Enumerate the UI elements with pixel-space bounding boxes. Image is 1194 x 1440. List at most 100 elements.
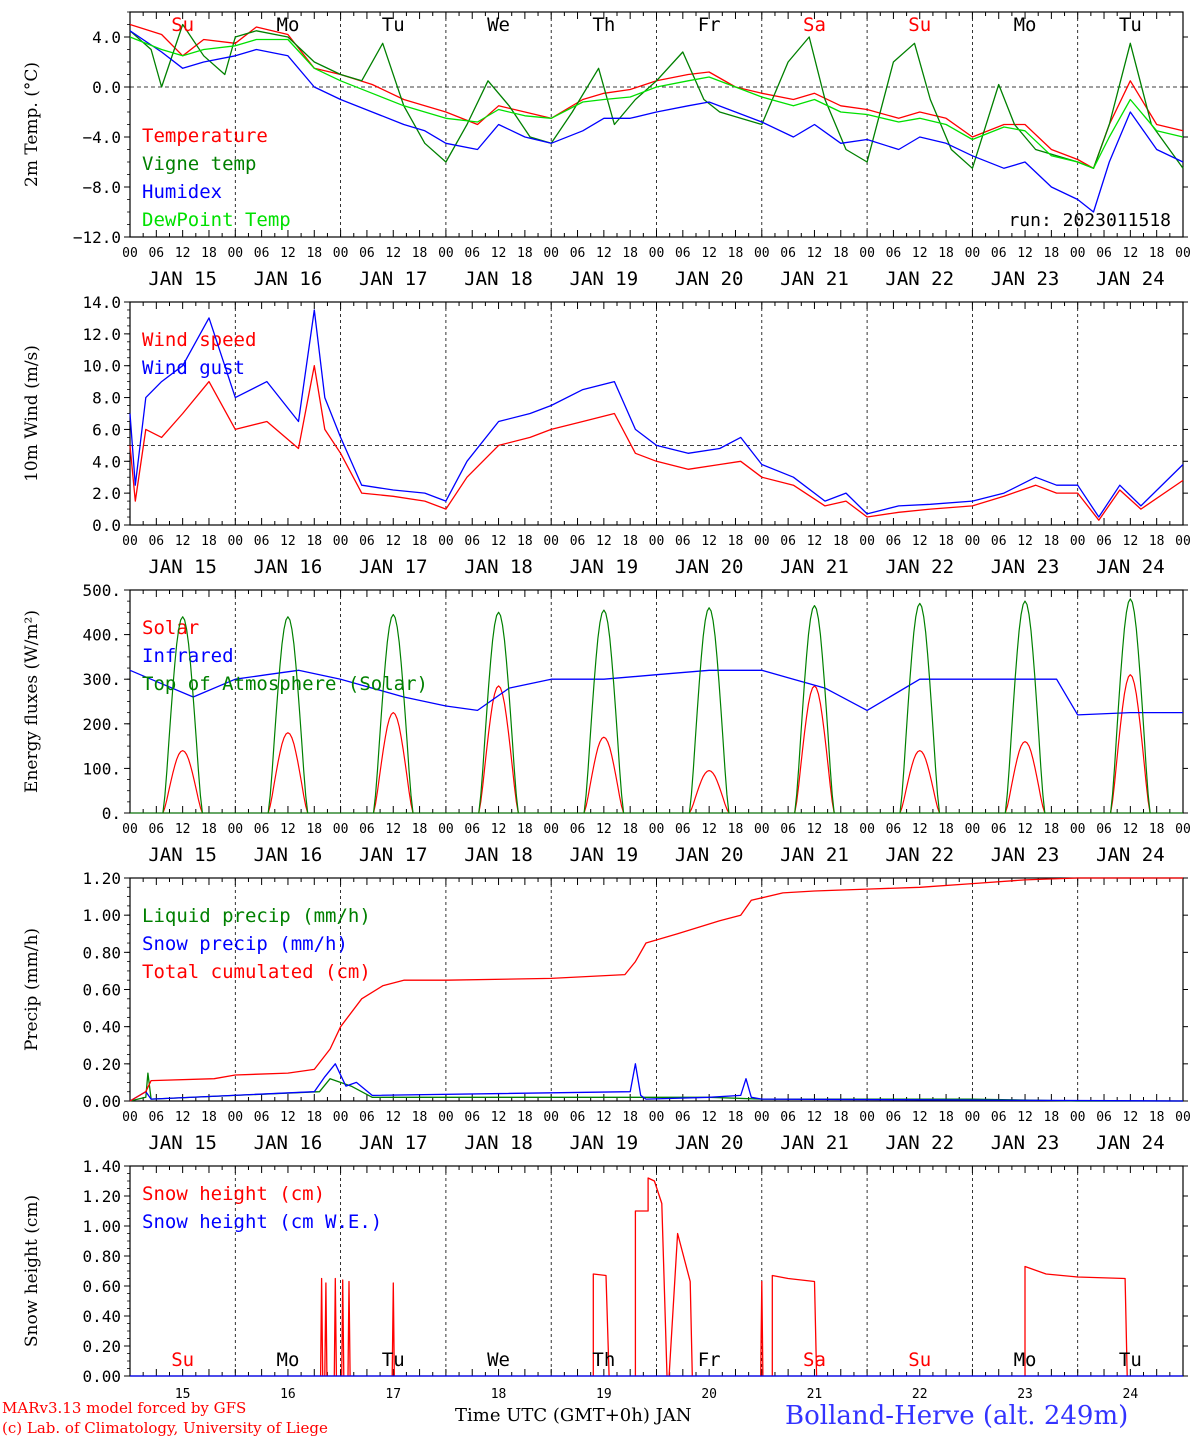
- x-date-label: JAN 21: [780, 844, 849, 866]
- x-hour-label: 18: [201, 246, 217, 261]
- x-axis-title: Time UTC (GMT+0h) JAN: [455, 1405, 692, 1426]
- x-hour-label: 12: [1123, 246, 1139, 261]
- series-top-of-atmosphere-solar--day: [372, 613, 414, 814]
- x-hour-label: 12: [701, 246, 717, 261]
- series-snow-height-cm--block: [592, 1273, 610, 1377]
- x-hour-label: 06: [886, 822, 902, 837]
- weekday-label: Th: [592, 1349, 615, 1371]
- weekday-label: Mo: [277, 1349, 300, 1371]
- x-hour-label: 00: [649, 534, 665, 549]
- x-hour-label: 18: [1149, 1110, 1165, 1125]
- series-snow-height-cm--block: [771, 1274, 818, 1377]
- x-hour-label: 06: [780, 1110, 796, 1125]
- x-hour-label: 00: [333, 1110, 349, 1125]
- x-hour-label: 00: [122, 822, 138, 837]
- weekday-label: Tu: [1119, 14, 1142, 36]
- x-hour-label: 06: [254, 1110, 270, 1125]
- x-hour-label: 06: [991, 1110, 1007, 1125]
- weekday-label: Fr: [698, 1349, 721, 1371]
- x-hour-label: 00: [1070, 822, 1086, 837]
- run-label: run: 2023011518: [1008, 210, 1171, 231]
- y-tick-label: 0.00: [82, 1092, 121, 1111]
- x-hour-label: 18: [412, 246, 428, 261]
- x-hour-label: 12: [385, 534, 401, 549]
- x-hour-label: 12: [912, 822, 928, 837]
- series-snow-height-cm--block: [634, 1177, 668, 1377]
- x-hour-label: 00: [227, 246, 243, 261]
- x-date-label: JAN 17: [359, 1132, 428, 1154]
- x-hour-label: 06: [1096, 822, 1112, 837]
- x-hour-label: 06: [464, 246, 480, 261]
- day-number-label: 15: [175, 1387, 191, 1402]
- x-hour-label: 12: [280, 534, 296, 549]
- y-tick-label: 0.80: [82, 1247, 121, 1266]
- x-hour-label: 00: [543, 534, 559, 549]
- x-hour-label: 00: [438, 534, 454, 549]
- x-date-label: JAN 22: [885, 1132, 954, 1154]
- x-hour-label: 00: [649, 822, 665, 837]
- y-tick-label: 1.20: [82, 1187, 121, 1206]
- x-hour-label: 00: [859, 1110, 875, 1125]
- y-tick-label: −8.0: [82, 178, 121, 197]
- x-hour-label: 18: [622, 1110, 638, 1125]
- x-hour-label: 12: [701, 1110, 717, 1125]
- x-hour-label: 12: [807, 1110, 823, 1125]
- y-tick-label: −12.0: [73, 228, 121, 247]
- x-hour-label: 18: [1044, 534, 1060, 549]
- x-hour-label: 06: [359, 534, 375, 549]
- x-hour-label: 12: [596, 1110, 612, 1125]
- x-hour-label: 12: [1017, 534, 1033, 549]
- x-hour-label: 18: [938, 1110, 954, 1125]
- x-hour-label: 18: [1149, 822, 1165, 837]
- x-hour-label: 12: [912, 246, 928, 261]
- weekday-label: Sa: [803, 14, 826, 36]
- weekday-label: Su: [908, 1349, 931, 1371]
- x-hour-label: 12: [385, 246, 401, 261]
- series-solar-day: [688, 769, 730, 814]
- x-date-label: JAN 20: [675, 1132, 744, 1154]
- x-hour-label: 00: [122, 1110, 138, 1125]
- legend-series-infrared: Infrared: [142, 645, 234, 667]
- x-date-label: JAN 16: [254, 556, 323, 578]
- series-snow-height-cm--spike: [324, 1282, 328, 1377]
- x-hour-label: 00: [333, 534, 349, 549]
- y-tick-label: 0.20: [82, 1055, 121, 1074]
- x-hour-label: 06: [254, 822, 270, 837]
- y-tick-label: 0.0: [92, 516, 121, 535]
- series-snow-height-cm--spike: [347, 1280, 351, 1377]
- legend-series-liquid-precip-mm-h-: Liquid precip (mm/h): [142, 905, 371, 927]
- weekday-label: Mo: [1014, 1349, 1037, 1371]
- weekday-label: Sa: [803, 1349, 826, 1371]
- legend-series-top-of-atmosphere-solar-: Top of Atmosphere (Solar): [142, 673, 428, 695]
- y-tick-label: 1.20: [82, 869, 121, 888]
- panel-4: 1.20 1.00 0.80 0.60 0.40 0.20 0.00 Precip (mm/h…: [22, 869, 1191, 1154]
- x-hour-label: 00: [1175, 534, 1191, 549]
- x-hour-label: 00: [227, 1110, 243, 1125]
- series-top-of-atmosphere-solar--day: [583, 609, 625, 814]
- x-hour-label: 12: [807, 246, 823, 261]
- x-date-label: JAN 15: [148, 1132, 217, 1154]
- series-liquid-precip-mm-h-: [129, 1072, 1183, 1102]
- x-hour-label: 06: [148, 1110, 164, 1125]
- x-hour-label: 00: [1175, 822, 1191, 837]
- x-hour-label: 18: [622, 246, 638, 261]
- x-date-label: JAN 20: [675, 844, 744, 866]
- x-date-label: JAN 21: [780, 268, 849, 290]
- x-hour-label: 00: [543, 822, 559, 837]
- legend-series-snow-height-cm-w-e-: Snow height (cm W.E.): [142, 1211, 382, 1233]
- weekday-label: Su: [171, 14, 194, 36]
- x-date-label: JAN 24: [1096, 268, 1165, 290]
- legend-series-wind-speed: Wind speed: [142, 329, 256, 351]
- x-hour-label: 12: [280, 1110, 296, 1125]
- x-hour-label: 12: [175, 822, 191, 837]
- series-snow-height-cm--block: [1024, 1265, 1128, 1377]
- x-date-label: JAN 18: [464, 268, 533, 290]
- x-date-label: JAN 24: [1096, 844, 1165, 866]
- x-hour-label: 18: [833, 1110, 849, 1125]
- x-hour-label: 00: [859, 534, 875, 549]
- x-hour-label: 06: [148, 822, 164, 837]
- x-date-label: JAN 15: [148, 268, 217, 290]
- x-hour-label: 18: [622, 822, 638, 837]
- x-hour-label: 06: [570, 1110, 586, 1125]
- x-hour-label: 06: [991, 534, 1007, 549]
